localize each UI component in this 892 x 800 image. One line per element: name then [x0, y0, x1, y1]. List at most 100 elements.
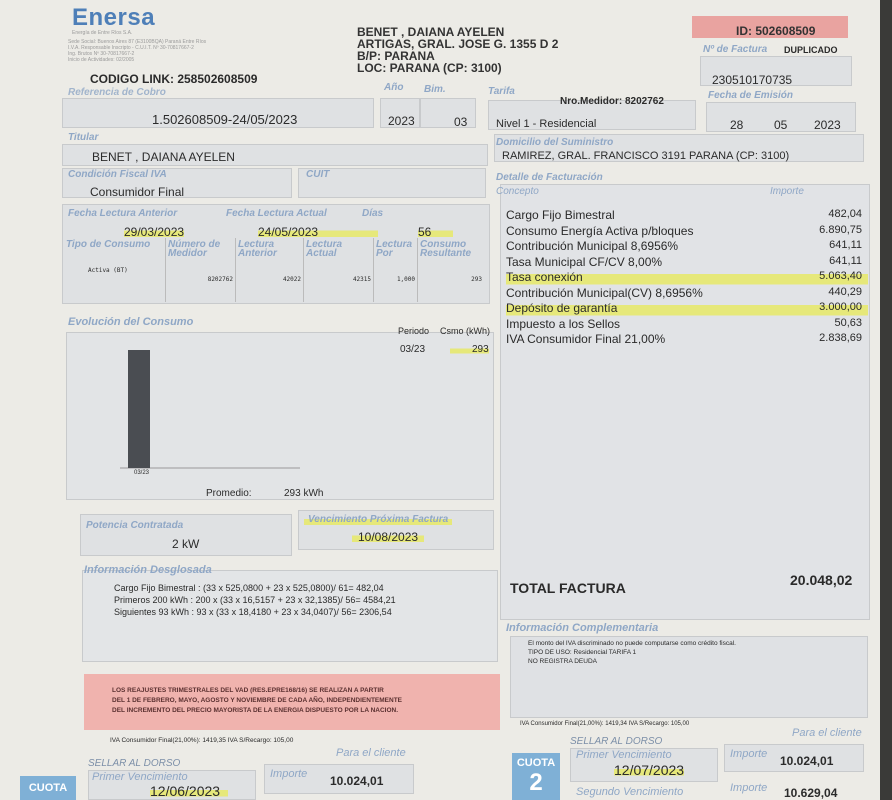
emision-mes: 05 — [774, 118, 788, 132]
company-subtitle: Energía de Entre Ríos S.A. — [72, 30, 133, 36]
periodo-value: 03/23 — [400, 344, 426, 355]
detalle-importe: 641,11 — [829, 239, 862, 251]
medidor-number: Nro.Medidor: 8202762 — [560, 96, 664, 107]
cuit-box — [298, 168, 486, 198]
detalle-row: Tasa Municipal CF/CV 8,00% 641,11 — [506, 255, 868, 271]
titular-value: BENET , DAIANA AYELEN — [92, 150, 235, 164]
cuota1-venc: 12/06/2023 — [150, 784, 229, 799]
customer-address-block: BENET , DAIANA AYELEN ARTIGAS, GRAL. JOSE… — [357, 25, 559, 75]
detalle-concepto: Consumo Energía Activa p/bloques — [506, 223, 694, 238]
detalle-concepto: Contribución Municipal 8,6956% — [506, 239, 679, 253]
emision-dia: 28 — [730, 118, 744, 132]
detalle-concepto: Tasa conexión — [506, 270, 583, 284]
emision-label: Fecha de Emisión — [708, 90, 794, 101]
anio-box — [380, 98, 420, 128]
total-value: 20.048,02 — [790, 572, 853, 588]
detalle-importe: 482,04 — [828, 208, 862, 220]
cuit-label: CUIT — [306, 169, 330, 180]
tarifa-value: Nivel 1 - Residencial — [496, 118, 597, 130]
titular-box — [62, 144, 488, 166]
lectura-actual: 24/05/2023 — [258, 225, 379, 239]
dias-value: 56 — [418, 225, 454, 239]
referencia-value: 1.502608509-24/05/2023 — [152, 112, 298, 127]
id-banner — [692, 16, 848, 38]
cuota2-importe-box — [724, 744, 864, 772]
iva-box — [62, 168, 292, 198]
emision-box — [706, 102, 856, 132]
detalle-box — [500, 184, 870, 620]
bim-box — [420, 98, 476, 128]
cuota2-badge: CUOTA 2 — [512, 753, 560, 800]
domicilio-box — [494, 134, 864, 162]
cuota2-venc-label: Primer Vencimiento — [576, 749, 672, 761]
cuota1-para-cliente: Para el cliente — [336, 747, 406, 759]
referencia-box — [62, 98, 374, 128]
consumo-value: 293 — [450, 344, 489, 355]
potencia-box — [80, 514, 292, 556]
bar-label: 03/23 — [134, 470, 150, 476]
domicilio-label: Domicilio del Suministro — [496, 137, 614, 148]
medicion-table: Tipo de Consumo Activa (BT) Número de Med… — [64, 238, 488, 302]
referencia-label: Referencia de Cobro — [68, 87, 166, 98]
cuota2-venc2-label: Segundo Vencimiento — [576, 786, 684, 798]
promedio-value: 293 kWh — [284, 488, 324, 499]
promedio-label: Promedio: — [206, 488, 252, 499]
desglosada-lines: Cargo Fijo Bimestral : (33 x 525,0800 + … — [114, 583, 396, 617]
desglosada-box — [82, 570, 498, 662]
detalle-importe: 440,29 — [828, 285, 862, 298]
potencia-label: Potencia Contratada — [86, 520, 184, 531]
domicilio-value: RAMIREZ, GRAL. FRANCISCO 3191 PARANA (CP… — [502, 150, 790, 162]
importe-label: Importe — [770, 186, 804, 197]
cuota2-importe2-label: Importe — [730, 782, 768, 794]
periodo-label: Periodo — [398, 326, 430, 336]
lectura-anterior-label: Fecha Lectura Anterior — [68, 208, 178, 219]
cuota2-venc: 12/07/2023 — [614, 762, 685, 778]
anio-label: Año — [384, 82, 404, 93]
cuota2-iva-line: IVA Consumidor Final(21,00%): 1419,34 IV… — [520, 721, 690, 727]
cuota1-venc-label: Primer Vencimiento — [92, 771, 188, 783]
detalle-importe: 6.890,75 — [819, 223, 862, 236]
complementaria-box — [510, 636, 868, 718]
detalle-row: Depósito de garantía 3.000,00 — [506, 301, 868, 317]
bim-value: 03 — [454, 115, 468, 129]
detalle-importe: 2.838,69 — [819, 332, 862, 344]
detalle-importe: 641,11 — [829, 254, 862, 267]
tarifa-label: Tarifa — [488, 86, 515, 97]
detalle-concepto: Contribución Municipal(CV) 8,6956% — [506, 285, 703, 300]
detalle-concepto: Depósito de garantía — [506, 301, 618, 315]
titular-label: Titular — [68, 132, 99, 143]
cuota1-importe-label: Importe — [270, 768, 308, 780]
cuota1-importe-box — [264, 764, 414, 794]
bim-label: Bim. — [424, 84, 446, 95]
cuota2-para-cliente: Para el cliente — [792, 727, 862, 739]
company-fine-print: Sede Social: Buenos Aires 87 (E3100BQA) … — [68, 39, 207, 63]
lectura-actual-label: Fecha Lectura Actual — [226, 208, 327, 219]
aviso-banner — [84, 674, 500, 730]
cuota1-importe: 10.024,01 — [330, 774, 384, 788]
enersa-logo: Enersa — [72, 4, 156, 31]
iva-value: Consumidor Final — [90, 185, 185, 199]
dias-label: Días — [362, 208, 384, 219]
duplicado-label: DUPLICADO — [784, 45, 838, 55]
cuota2-importe2: 10.629,04 — [784, 786, 838, 800]
concepto-label: Concepto — [496, 186, 539, 197]
potencia-value: 2 kW — [172, 537, 200, 551]
lectura-box — [62, 204, 490, 304]
detalle-importe: 50,63 — [834, 316, 862, 329]
detalle-row: Cargo Fijo Bimestral 482,04 — [506, 208, 868, 224]
cuota1-iva-line: IVA Consumidor Final(21,00%): 1419,35 IV… — [110, 737, 294, 744]
detalle-row: Impuesto a los Sellos 50,63 — [506, 317, 868, 333]
complementaria-title: Información Complementaria — [506, 622, 659, 634]
detalle-concepto: IVA Consumidor Final 21,00% — [506, 332, 666, 346]
consumo-bar-chart — [120, 350, 300, 469]
factura-label: Nº de Factura — [703, 44, 768, 55]
detalle-title: Detalle de Facturación — [496, 172, 603, 183]
tarifa-box — [488, 100, 696, 130]
customer-id: ID: 502608509 — [736, 24, 816, 38]
cuota2-importe: 10.024,01 — [780, 754, 834, 768]
vencimiento-proxima-label: Vencimiento Próxima Factura — [304, 514, 453, 527]
aviso-text: LOS REAJUSTES TRIMESTRALES DEL VAD (RES.… — [112, 687, 403, 714]
detalle-concepto: Impuesto a los Sellos — [506, 316, 621, 331]
cuota1-sellar: SELLAR AL DORSO — [88, 758, 181, 769]
complementaria-lines: El monto del IVA discriminado no puede c… — [528, 640, 736, 665]
